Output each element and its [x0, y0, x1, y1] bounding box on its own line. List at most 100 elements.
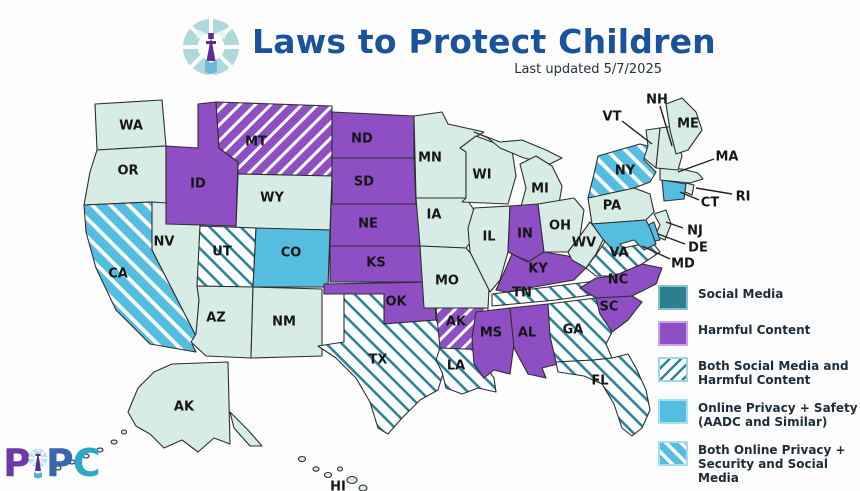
- state-label-ar: AK: [446, 315, 467, 330]
- state-label-de: DE: [688, 241, 708, 256]
- legend-item-privacy-safety: Online Privacy + Safety (AADC and Simila…: [658, 398, 858, 430]
- state-label-wi: WI: [472, 168, 491, 183]
- state-label-hi: HI: [330, 480, 346, 491]
- state-label-me: ME: [677, 117, 699, 132]
- pipc-letter-c: C: [72, 441, 101, 485]
- state-fl[interactable]: [555, 353, 651, 437]
- state-label-al: AL: [518, 326, 536, 341]
- state-label-ne: NE: [358, 217, 378, 232]
- state-label-fl: FL: [591, 374, 608, 389]
- state-label-oh: OH: [549, 219, 571, 234]
- state-label-in: IN: [517, 227, 533, 242]
- state-label-mn: MN: [418, 151, 442, 166]
- state-label-md: MD: [671, 257, 695, 272]
- state-ms[interactable]: [471, 307, 515, 379]
- state-label-tx: TX: [369, 353, 388, 368]
- state-label-ca: CA: [108, 267, 128, 282]
- state-label-wa: WA: [119, 119, 143, 134]
- state-label-ks: KS: [366, 256, 385, 271]
- state-label-nj: NJ: [687, 224, 703, 239]
- state-label-vt: VT: [603, 110, 622, 125]
- pointer-line-nh: [659, 105, 673, 147]
- legend-swatch-privacy-social: [658, 440, 688, 466]
- state-label-ky: KY: [528, 262, 548, 277]
- state-label-mo: MO: [435, 274, 459, 289]
- pointer-line-ri: [695, 187, 733, 195]
- state-vt[interactable]: [643, 127, 661, 169]
- state-ma[interactable]: [659, 167, 704, 184]
- state-hi[interactable]: [297, 455, 368, 491]
- state-ia[interactable]: [415, 197, 477, 249]
- state-label-la: LA: [447, 359, 465, 374]
- state-wi[interactable]: [459, 135, 517, 205]
- state-nj[interactable]: [653, 209, 672, 241]
- state-labels: WA OR CA NV ID MT WY UT CO AZ NM ND SD N…: [108, 93, 750, 491]
- state-label-mt: MT: [245, 135, 267, 150]
- state-label-ok: OK: [385, 295, 407, 310]
- state-label-id: ID: [190, 177, 206, 192]
- page-title: Laws to Protect Children: [252, 22, 716, 61]
- state-label-ct: CT: [701, 196, 720, 211]
- state-label-pa: PA: [603, 199, 621, 214]
- state-label-sd: SD: [354, 175, 374, 190]
- pointer-line-md: [641, 245, 671, 260]
- legend-swatch-social-media: [658, 285, 688, 310]
- legend-item-social-media: Social Media: [658, 285, 858, 310]
- pointer-line-nj: [665, 221, 684, 229]
- state-label-az: AZ: [206, 311, 226, 326]
- last-updated-text: Last updated 5/7/2025: [514, 62, 662, 77]
- pipc-letter-p2: P: [45, 441, 74, 485]
- state-ak[interactable]: [54, 361, 263, 471]
- state-label-ak: AK: [174, 400, 195, 415]
- state-label-ma: MA: [716, 150, 739, 165]
- legend-label: Harmful Content: [698, 323, 811, 337]
- legend-swatch-privacy-safety: [658, 398, 688, 424]
- legend-swatch-harmful-content: [658, 321, 688, 346]
- state-nc[interactable]: [579, 263, 663, 299]
- pipc-lighthouse-icon: [28, 448, 48, 479]
- state-label-ri: RI: [736, 190, 751, 205]
- state-label-ga: GA: [563, 323, 584, 338]
- pointer-line-vt: [621, 120, 653, 145]
- state-nd[interactable]: [331, 111, 415, 159]
- pipc-logo: P P C: [3, 441, 101, 485]
- state-label-or: OR: [117, 164, 138, 179]
- legend-label: Social Media: [698, 287, 784, 301]
- state-label-nm: NM: [272, 315, 296, 330]
- legend-item-privacy-social: Both Online Privacy + Security and Socia…: [658, 440, 858, 486]
- state-mi[interactable]: [473, 131, 563, 211]
- state-ri[interactable]: [684, 182, 695, 196]
- state-ct[interactable]: [661, 179, 687, 202]
- state-nm[interactable]: [250, 286, 323, 359]
- state-me[interactable]: [665, 97, 703, 155]
- state-label-nv: NV: [154, 235, 175, 250]
- legend-item-both-social-harmful: Both Social Media and Harmful Content: [658, 357, 858, 388]
- state-tx[interactable]: [317, 293, 447, 435]
- state-label-il: IL: [482, 230, 495, 245]
- legend-label: Both Online Privacy + Security and Socia…: [698, 442, 846, 486]
- pipc-letter-p1: P: [3, 441, 31, 485]
- state-label-ia: IA: [427, 208, 442, 223]
- state-label-sc: SC: [600, 300, 619, 315]
- state-ny[interactable]: [587, 143, 657, 199]
- state-va[interactable]: [585, 239, 661, 277]
- state-label-ms: MS: [480, 326, 502, 341]
- state-ky[interactable]: [495, 251, 589, 293]
- legend-label: Online Privacy + Safety (AADC and Simila…: [698, 400, 858, 430]
- legend: Social Media Harmful Content Both Social…: [658, 285, 858, 491]
- pointer-line-ma: [677, 158, 715, 173]
- state-md[interactable]: [591, 219, 657, 255]
- state-label-nc: NC: [608, 273, 628, 288]
- state-label-wv: WV: [572, 236, 596, 251]
- state-label-ut: UT: [212, 245, 232, 260]
- callout-lines: [621, 105, 733, 260]
- state-label-nh: NH: [646, 93, 668, 108]
- pointer-line-de: [657, 233, 686, 245]
- state-wy[interactable]: [235, 173, 333, 231]
- state-label-ny: NY: [615, 164, 636, 179]
- state-label-tn: TN: [512, 286, 532, 301]
- state-label-mi: MI: [531, 182, 549, 197]
- state-ne[interactable]: [329, 203, 431, 247]
